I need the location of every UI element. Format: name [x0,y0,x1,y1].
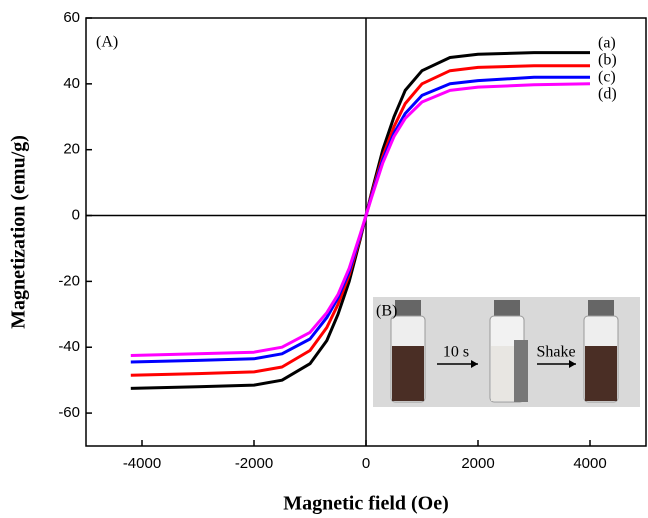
inset-text: Shake [536,344,575,361]
y-tick-label: 40 [63,75,80,92]
inset-label: (B) [376,303,397,320]
vial-liquid [585,346,617,401]
y-tick-label: -60 [58,404,80,421]
panel-label: (A) [96,34,118,51]
y-tick-label: 60 [63,9,80,26]
legend-label: (a) [598,35,616,52]
x-tick-label: 2000 [461,455,494,472]
y-axis-title: Magnetization (emu/g) [8,135,30,329]
x-tick-label: -2000 [235,455,273,472]
legend-label: (b) [598,52,617,69]
vial-cap [588,300,614,316]
legend-label: (d) [598,86,617,103]
legend-label: (c) [598,69,616,86]
vial-cap [395,300,421,316]
magnet [514,340,528,402]
inset: (B) 10 s Shake [373,297,640,407]
arrow-head [471,360,478,368]
y-tick-label: -20 [58,272,80,289]
y-tick-label: 20 [63,141,80,158]
y-tick-label: 0 [72,207,80,224]
vial-liquid [392,346,424,401]
x-axis-title: Magnetic field (Oe) [283,493,449,515]
x-tick-label: -4000 [123,455,161,472]
x-tick-label: 0 [362,455,370,472]
series-line [130,82,591,357]
arrow-head [569,360,576,368]
y-tick-label: -40 [58,338,80,355]
inset-text: 10 s [443,344,469,361]
vial-cap [494,300,520,316]
x-tick-label: 4000 [573,455,606,472]
